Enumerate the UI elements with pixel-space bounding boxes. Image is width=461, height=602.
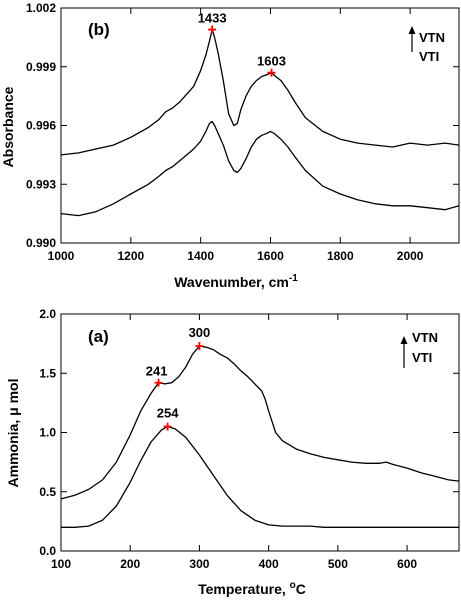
a-series-vti-line [61, 425, 459, 528]
b-y-tick-label: 1.002 [26, 1, 56, 15]
b-x-tick-label: 1800 [327, 249, 354, 263]
b-x-tick-label: 1000 [48, 249, 75, 263]
a-peak-marker [163, 422, 172, 431]
a-peak-label: 254 [157, 406, 179, 421]
legend-arrow-head [408, 26, 416, 34]
panel-b-y-axis: 0.990 0.993 0.996 0.999 1.002 [26, 1, 459, 250]
a-x-tick-label: 100 [51, 557, 71, 571]
b-x-tick-label: 1400 [187, 249, 214, 263]
panel-a-y-axis: 0.0 0.5 1.0 1.5 2.0 [39, 307, 459, 558]
a-peak-label: 300 [189, 325, 211, 340]
b-peak-marker [208, 25, 217, 34]
legend-arrow-head [400, 336, 408, 344]
a-y-tick-label: 1.5 [39, 366, 56, 380]
panel-b-y-axis-title: Absorbance [0, 86, 16, 167]
panel-a-peaks: 241 300 254 [146, 325, 211, 431]
b-y-tick-label: 0.999 [26, 60, 56, 74]
panel-a-x-axis-title: Temperature, oC [198, 580, 306, 597]
a-y-tick-label: 1.0 [39, 426, 56, 440]
a-y-tick-label: 2.0 [39, 307, 56, 321]
panel-b-chart: 1000 1200 1400 1600 1800 2000 0.990 0.993 0.996… [0, 1, 460, 290]
panel-a-legend: VTN VTI [400, 330, 438, 368]
b-y-tick-label: 0.993 [26, 177, 56, 191]
panel-a-x-axis-title-text: Temperature, [198, 581, 290, 597]
a-y-tick-label: 0.5 [39, 485, 56, 499]
panel-a-x-axis-title-sup: o [290, 580, 296, 591]
b-x-tick-label: 2000 [397, 249, 424, 263]
panel-b-label: (b) [88, 20, 110, 39]
panel-b-plot-frame [60, 7, 460, 244]
panel-b-series [60, 28, 460, 217]
panel-a-chart: 100 200 300 400 500 600 0.0 0.5 1.0 1.5 2.0 241 30… [5, 307, 460, 597]
b-peak-label: 1603 [257, 54, 286, 69]
panel-b-legend-entry-vtn: VTN [419, 30, 445, 45]
a-x-tick-label: 500 [328, 557, 348, 571]
b-x-tick-label: 1600 [257, 249, 284, 263]
panel-b-x-axis: 1000 1200 1400 1600 1800 2000 [48, 8, 424, 263]
panel-a-plot-frame [60, 313, 460, 552]
a-peak-marker [154, 378, 163, 387]
panel-a-label: (a) [88, 327, 109, 346]
b-y-tick-label: 0.990 [26, 236, 56, 250]
b-peak-label: 1433 [198, 11, 227, 26]
panel-a-legend-entry-vtn: VTN [412, 330, 438, 345]
panel-b-x-axis-title-text: Wavenumber, cm [174, 274, 289, 290]
a-x-tick-label: 400 [259, 557, 279, 571]
panel-b-peaks: 1433 1603 [198, 11, 286, 77]
panel-b-legend: VTN VTI [408, 26, 445, 64]
panel-a-x-axis-title-unit: C [296, 581, 306, 597]
a-series-vtn-line [60, 345, 460, 500]
a-peak-marker [195, 341, 204, 350]
panel-b-legend-entry-vti: VTI [419, 49, 439, 64]
panel-b-x-axis-title: Wavenumber, cm-1 [174, 273, 298, 290]
a-y-tick-label: 0.0 [39, 544, 56, 558]
panel-a-y-axis-title: Ammonia, μ mol [5, 379, 21, 488]
panel-a-legend-entry-vti: VTI [412, 350, 432, 365]
a-x-tick-label: 200 [120, 557, 140, 571]
b-y-tick-label: 0.996 [26, 119, 56, 133]
panel-a-series [60, 345, 460, 528]
b-peak-marker [267, 68, 276, 77]
b-series-vtn-line [60, 28, 460, 156]
a-x-tick-label: 300 [189, 557, 209, 571]
b-x-tick-label: 1200 [117, 249, 144, 263]
panel-a-x-axis: 100 200 300 400 500 600 [51, 314, 417, 571]
a-peak-label: 241 [146, 364, 168, 379]
b-series-vti-line [60, 120, 460, 217]
a-x-tick-label: 600 [397, 557, 417, 571]
panel-b-x-axis-title-sup: -1 [289, 273, 298, 284]
